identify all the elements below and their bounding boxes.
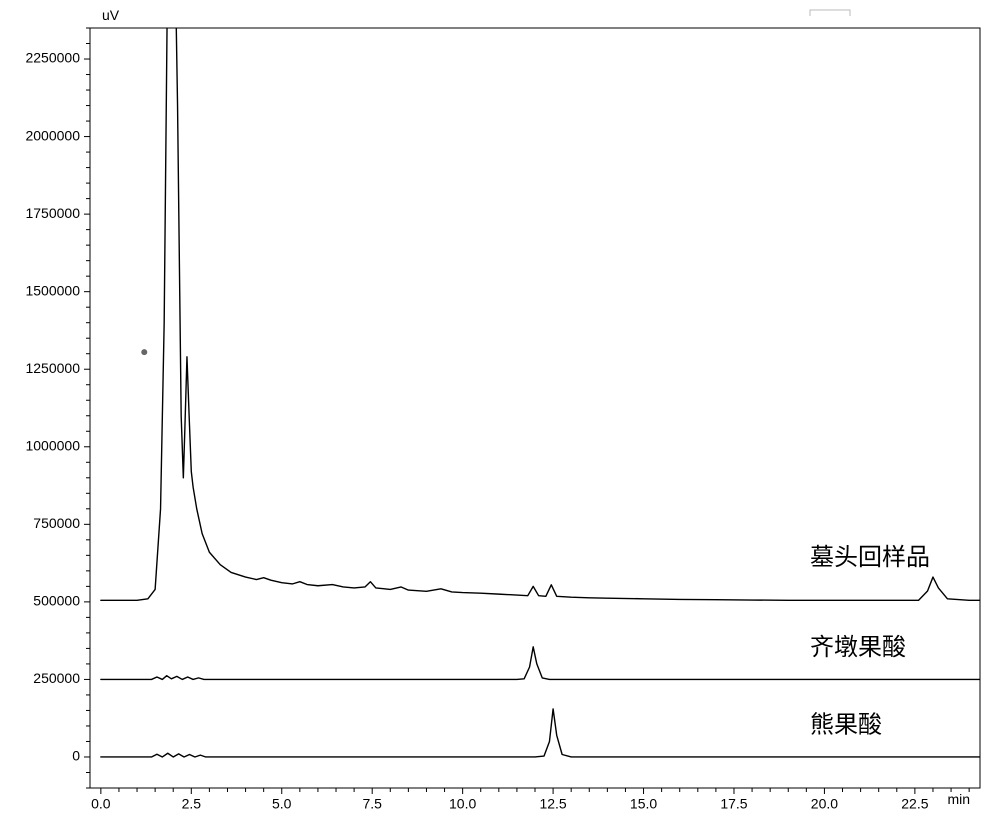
- x-tick-label: 17.5: [720, 795, 747, 811]
- y-tick-label: 250000: [33, 670, 80, 686]
- y-tick-label: 1250000: [25, 360, 80, 376]
- x-tick-label: 20.0: [811, 795, 838, 811]
- trace-label-sample: 墓头回样品: [810, 544, 930, 571]
- trace-sample: [101, 0, 980, 600]
- plot-border: [90, 28, 980, 788]
- y-tick-label: 1750000: [25, 205, 80, 221]
- y-axis-unit: uV: [102, 7, 120, 23]
- marker-dot: [141, 349, 147, 355]
- x-axis-unit: min: [947, 791, 970, 807]
- x-tick-label: 10.0: [449, 795, 476, 811]
- x-tick-label: 2.5: [182, 795, 202, 811]
- y-tick-label: 500000: [33, 593, 80, 609]
- x-tick-label: 5.0: [272, 795, 292, 811]
- chart-svg: uV min 0 250000 500000 750000 1000000 1250000 15…: [0, 0, 1000, 838]
- x-tick-label: 7.5: [362, 795, 382, 811]
- x-tick-label: 0.0: [91, 795, 111, 811]
- trace-label-oleanolic: 齐墩果酸: [810, 634, 906, 661]
- y-tick-label: 750000: [33, 515, 80, 531]
- y-tick-label: 0: [72, 748, 80, 764]
- x-tick-label: 22.5: [901, 795, 928, 811]
- y-tick-label: 1500000: [25, 282, 80, 298]
- x-tick-label: 15.0: [630, 795, 657, 811]
- y-tick-label: 2000000: [25, 127, 80, 143]
- x-tick-label: 12.5: [539, 795, 566, 811]
- trace-label-ursolic: 熊果酸: [810, 711, 882, 738]
- corner-mark: [810, 10, 850, 16]
- y-tick-label: 1000000: [25, 437, 80, 453]
- chromatogram-chart: uV min 0 250000 500000 750000 1000000 1250000 15…: [0, 0, 1000, 838]
- y-tick-label: 2250000: [25, 50, 80, 66]
